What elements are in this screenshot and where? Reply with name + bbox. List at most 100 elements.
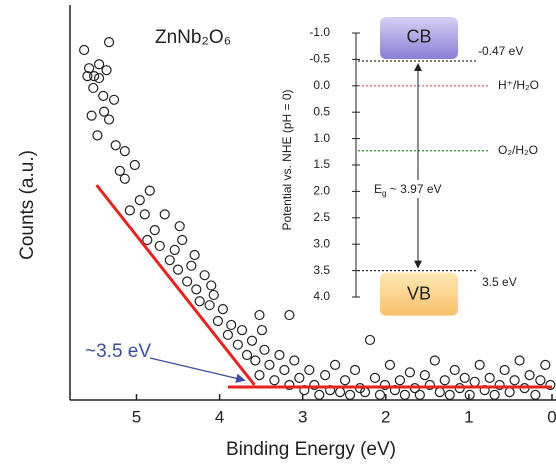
data-point [212,315,224,327]
x-tick-label: 2 [381,407,390,426]
data-point [399,389,411,400]
data-point [82,70,93,82]
data-point [250,355,261,366]
data-point [414,389,425,400]
inset-tick-label: 1.0 [313,131,330,145]
chart-title: ZnNb₂O₆ [155,27,231,48]
data-point [164,255,175,266]
data-point [484,372,495,383]
data-point [330,359,341,370]
data-point [545,379,556,391]
data-point [419,370,430,381]
data-point [144,185,155,196]
data-point [264,359,275,370]
data-point [124,205,135,216]
data-point [474,359,485,370]
data-point [236,324,248,336]
x-tick-label: 5 [132,407,141,426]
data-point [499,364,510,376]
data-point [217,304,229,315]
data-point [259,344,270,355]
data-point [110,140,121,151]
data-point [464,389,475,400]
data-point [256,324,268,336]
level-label: O₂/H₂O [498,143,538,157]
inset-tick-label: 1.5 [313,157,330,171]
data-point [349,364,361,376]
data-point [159,209,170,220]
data-point [364,334,376,346]
data-point [379,379,391,391]
data-point [289,355,300,366]
inset-tick-label: 0.0 [313,78,330,92]
data-point [93,59,105,70]
data-point [404,367,415,378]
data-point [103,37,115,48]
data-point [129,159,140,171]
data-point [222,329,233,340]
data-point [429,355,440,366]
gap-label: Eg ~ 3.97 eV [374,182,442,198]
data-point [279,364,290,376]
data-point [182,276,193,287]
data-point [204,300,215,311]
vb-label: VB [407,283,431,303]
data-point [241,349,253,361]
data-point [88,70,100,82]
data-point [191,284,202,295]
data-point [530,389,541,400]
data-point [269,375,280,386]
data-point [489,389,500,400]
data-point [469,376,480,387]
inset-tick-label: 3.5 [313,263,330,277]
data-point [394,375,406,386]
data-point [344,389,356,400]
data-point [189,249,200,261]
y-axis-label: Counts (a.u.) [17,150,38,260]
data-point [294,372,305,383]
data-point [274,349,285,361]
data-point [142,234,153,246]
inset-tick-label: 2.5 [313,210,330,224]
data-point [92,130,103,141]
gap-label-text: ~ 3.97 eV [386,182,441,196]
data-point [320,370,331,381]
data-point [186,260,197,271]
data-point [98,90,109,101]
data-point [459,372,470,383]
annotation: ~3.5 eV [85,341,151,362]
data-point [98,106,110,117]
vb-box [380,272,458,316]
data-point [154,240,165,252]
data-point [284,379,295,391]
inset-tick-label: -1.0 [309,25,330,39]
data-point [444,389,455,400]
data-point [439,375,450,386]
inset-y-label: Potential vs. NHE (pH = 0) [280,89,294,230]
data-point [535,375,546,386]
data-point [101,65,112,76]
level-label: -0.47 eV [478,44,523,58]
data-point [284,309,295,321]
data-point [206,280,217,291]
data-point [369,372,381,383]
data-point [114,165,125,176]
data-point [254,370,265,381]
data-point [424,379,435,391]
data-point [93,72,105,84]
data-point [169,244,180,255]
data-point [194,296,205,307]
data-point [449,364,460,376]
gap-label-base: E [374,182,382,196]
data-point [174,221,185,232]
data-point [119,173,130,184]
data-point [149,225,160,236]
data-point [504,387,515,398]
data-point [246,335,258,346]
data-point [540,359,551,370]
data-point [226,319,237,331]
inset-tick-label: 3.0 [313,236,330,250]
annotation-arrow [149,357,246,383]
